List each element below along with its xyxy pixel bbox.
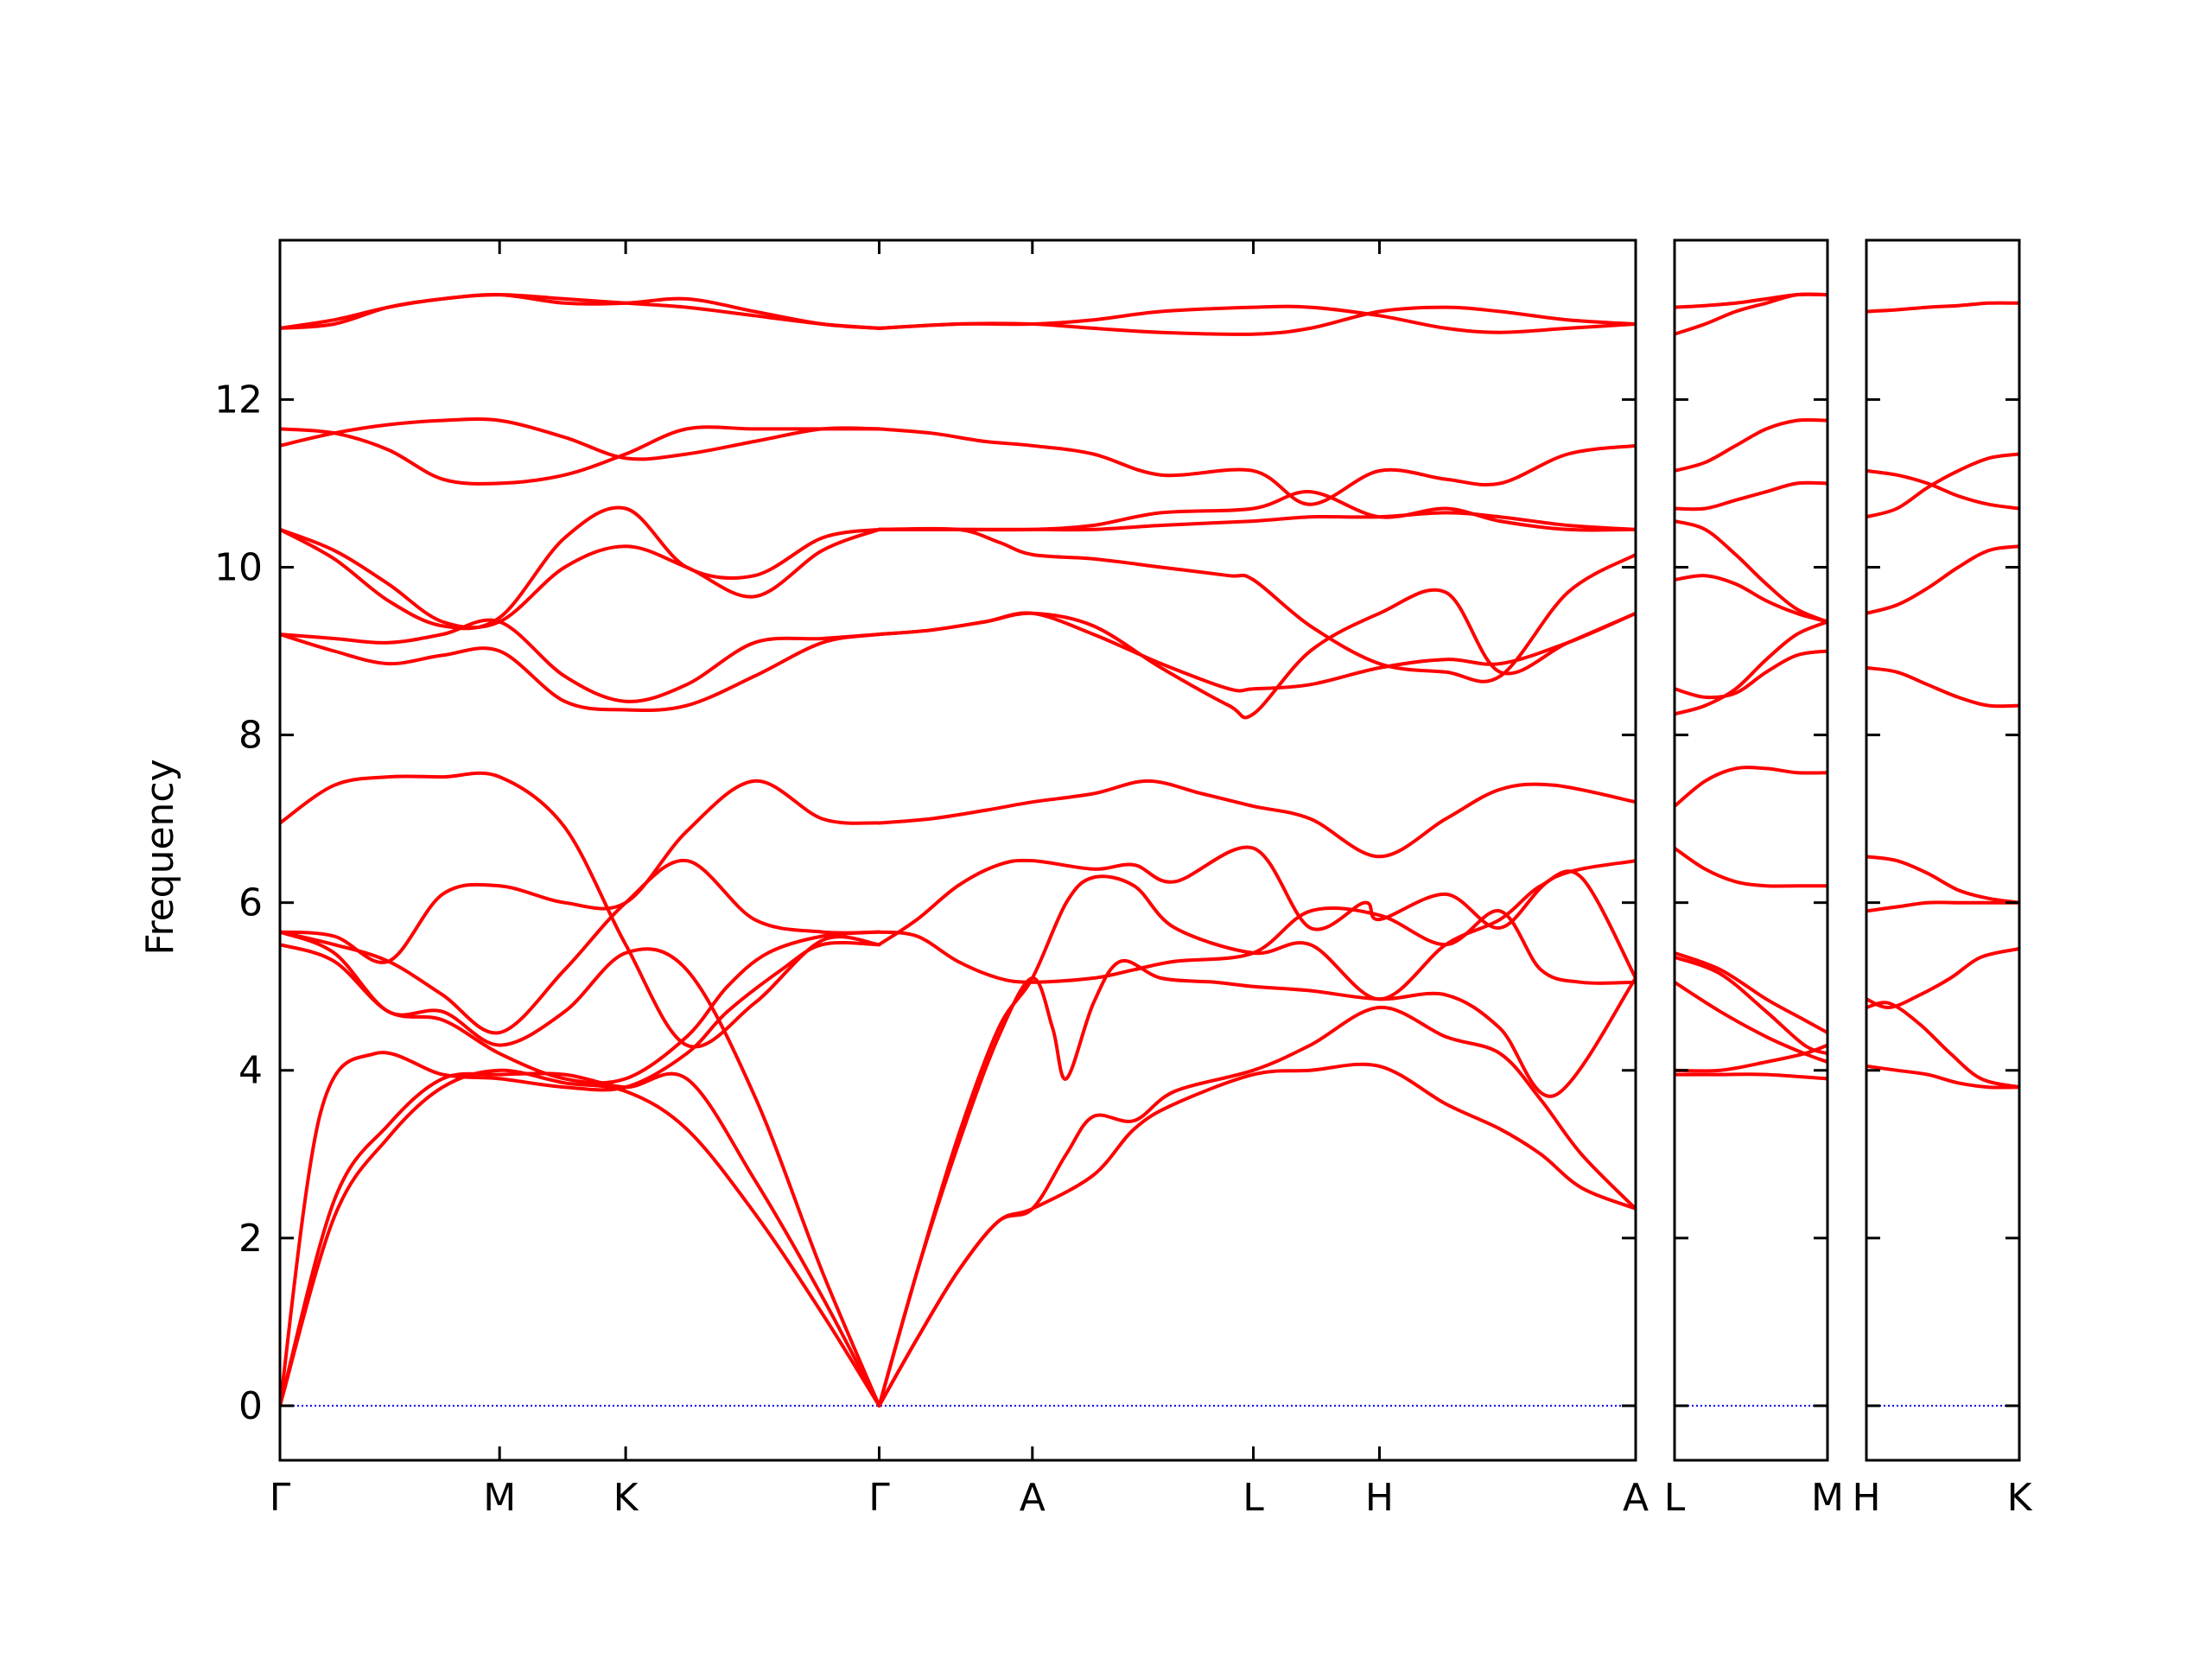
y-tick-label: 4 <box>238 1049 263 1093</box>
band-line <box>1866 301 2019 314</box>
band-line <box>877 906 1636 985</box>
band-line <box>1675 1072 1827 1081</box>
band-line <box>1675 950 1827 1035</box>
band-line <box>1675 980 1827 1064</box>
band-line <box>1866 665 2019 709</box>
band-line <box>1675 955 1827 1056</box>
band-line <box>877 490 1636 532</box>
x-tick-label: M <box>483 1476 516 1520</box>
band-line <box>280 779 881 964</box>
band-line <box>1866 468 2019 511</box>
band-line <box>877 779 1636 859</box>
x-tick-label: K <box>613 1476 639 1520</box>
band-line <box>1675 292 1827 309</box>
panel-frame <box>278 238 1637 1462</box>
band-line <box>280 527 881 630</box>
band-line <box>280 1068 881 1408</box>
y-tick-label: 10 <box>214 545 263 589</box>
x-tick-label: M <box>1811 1476 1844 1520</box>
band-series <box>1675 292 1827 1081</box>
band-series <box>1866 301 2019 1090</box>
band-line <box>877 1062 1636 1408</box>
band-line <box>1866 1001 2019 1090</box>
band-line <box>280 425 881 486</box>
band-line <box>1675 519 1827 624</box>
x-tick-label: H <box>1365 1476 1394 1520</box>
band-line <box>1675 1043 1827 1073</box>
y-tick-label: 2 <box>238 1217 263 1261</box>
band-line <box>280 618 881 703</box>
panel-frame <box>1865 238 2021 1462</box>
band-line <box>280 1071 881 1408</box>
y-tick-label: 6 <box>238 881 263 925</box>
x-tick-label: L <box>1243 1476 1264 1520</box>
band-line <box>280 771 881 1049</box>
x-tick-label: A <box>1623 1476 1649 1520</box>
x-tick-label: Γ <box>270 1476 291 1520</box>
band-line <box>1866 1064 2019 1090</box>
band-line <box>877 845 1636 947</box>
band-line <box>280 859 881 1035</box>
band-line <box>1675 574 1827 624</box>
band-line <box>877 526 1636 683</box>
band-line <box>280 941 881 1408</box>
band-line <box>1866 947 2019 1010</box>
band-line <box>1675 620 1827 716</box>
band-line <box>280 505 881 631</box>
panel-frame <box>1673 238 1829 1462</box>
band-series <box>280 292 1636 1408</box>
band-line <box>280 417 881 461</box>
band-line <box>1866 900 2019 913</box>
x-tick-label: H <box>1852 1476 1880 1520</box>
band-line <box>877 304 1636 334</box>
x-tick-label: A <box>1020 1476 1046 1520</box>
x-tick-label: L <box>1664 1476 1686 1520</box>
y-tick-label: 0 <box>238 1384 263 1428</box>
band-line <box>877 1005 1636 1408</box>
band-line <box>877 588 1636 720</box>
x-tick-label: Γ <box>868 1476 890 1520</box>
band-line <box>1675 766 1827 809</box>
band-line <box>1866 452 2019 519</box>
band-line <box>280 632 881 713</box>
band-line <box>877 958 1636 1408</box>
band-line <box>1675 480 1827 512</box>
y-axis-label: Frequency <box>138 759 182 955</box>
band-line <box>1866 544 2019 615</box>
panel-1: Γ M K Γ A L H A 0 2 4 6 8 10 12 <box>214 238 1649 1520</box>
band-line <box>1675 846 1827 888</box>
y-tick-label: 12 <box>214 378 263 422</box>
band-line <box>877 427 1636 506</box>
band-line <box>877 869 1636 1408</box>
x-tick-label: K <box>2007 1476 2033 1520</box>
band-line <box>280 930 881 1408</box>
band-line <box>877 511 1636 532</box>
band-line <box>1675 649 1827 700</box>
y-tick-label: 8 <box>238 714 263 758</box>
band-line <box>280 292 881 330</box>
band-line <box>1675 417 1827 473</box>
band-line <box>1866 855 2019 905</box>
